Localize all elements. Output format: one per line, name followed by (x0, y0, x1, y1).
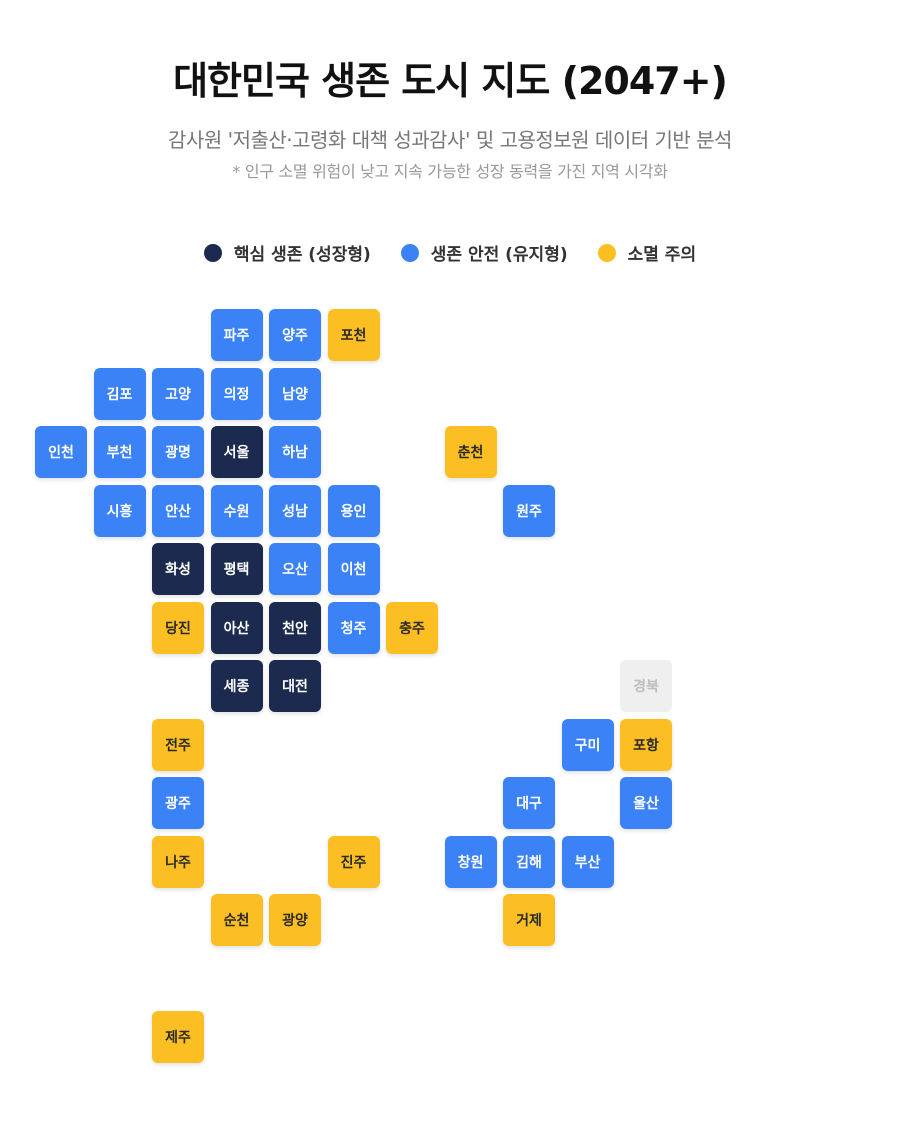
region-tile: 김포 (93, 367, 146, 420)
region-tile: 안산 (152, 484, 204, 537)
region-tile: 고양 (152, 367, 204, 420)
region-tile: 수원 (210, 484, 263, 537)
region-tile: 경북 (620, 660, 672, 712)
legend-label: 소멸 주의 (627, 245, 697, 265)
region-tile: 청주 (327, 601, 380, 654)
region-tile: 충주 (386, 601, 438, 654)
region-tile: 시흥 (93, 484, 146, 537)
region-tile: 부산 (561, 835, 614, 888)
region-tile: 전주 (152, 718, 204, 771)
legend-item-safe: 생존 안전 (유지형) (400, 240, 568, 265)
region-tile: 제주 (152, 1011, 204, 1063)
legend-dot-core (203, 243, 222, 262)
region-tile: 세종 (210, 660, 263, 712)
legend-item-core: 핵심 생존 (성장형) (203, 240, 371, 265)
page-title: 대한민국 생존 도시 지도 (2047+) (173, 59, 728, 103)
region-tile: 평택 (210, 543, 263, 595)
region-tile: 의정 (210, 367, 263, 420)
region-tile: 인천 (35, 426, 87, 478)
region-tile: 광명 (152, 426, 204, 478)
region-tile: 구미 (561, 718, 614, 771)
region-tile: 천안 (269, 601, 321, 654)
region-tile: 하남 (269, 426, 321, 478)
legend-label: 생존 안전 (유지형) (430, 245, 568, 265)
page-subtitle: 감사원 '저출산·고령화 대책 성과감사' 및 고용정보원 데이터 기반 분석 (168, 128, 732, 152)
region-tile: 양주 (269, 309, 321, 361)
region-tile: 창원 (444, 835, 497, 888)
legend-item-risk: 소멸 주의 (597, 240, 697, 265)
region-tile: 부천 (93, 426, 146, 478)
region-tile: 포항 (620, 718, 672, 771)
legend-dot-safe (400, 243, 419, 262)
legend: 핵심 생존 (성장형) 생존 안전 (유지형) 소멸 주의 (0, 240, 900, 265)
region-tile: 춘천 (444, 426, 497, 478)
region-tile: 광주 (152, 777, 204, 829)
region-tile: 나주 (152, 835, 204, 888)
region-tile: 성남 (269, 484, 321, 537)
region-tile: 서울 (210, 426, 263, 478)
region-tile: 남양 (269, 367, 321, 420)
region-tile: 용인 (327, 484, 380, 537)
region-tile: 화성 (152, 543, 204, 595)
region-tile: 대구 (503, 777, 555, 829)
region-tile: 김해 (503, 835, 555, 888)
legend-label: 핵심 생존 (성장형) (233, 245, 371, 265)
region-tile: 순천 (210, 894, 263, 946)
region-tile: 이천 (327, 543, 380, 595)
region-tile: 당진 (152, 601, 204, 654)
region-tile: 울산 (620, 777, 672, 829)
region-tile: 포천 (327, 309, 380, 361)
region-tile: 대전 (269, 660, 321, 712)
region-tile: 파주 (210, 309, 263, 361)
region-tile: 오산 (269, 543, 321, 595)
region-tile: 광양 (269, 894, 321, 946)
region-tile: 진주 (327, 835, 380, 888)
page-note: * 인구 소멸 위험이 낮고 지속 가능한 성장 동력을 가진 지역 시각화 (232, 162, 668, 181)
legend-dot-risk (597, 243, 616, 262)
region-tile: 거제 (503, 894, 555, 946)
region-tile: 원주 (503, 484, 555, 537)
region-tile: 아산 (210, 601, 263, 654)
